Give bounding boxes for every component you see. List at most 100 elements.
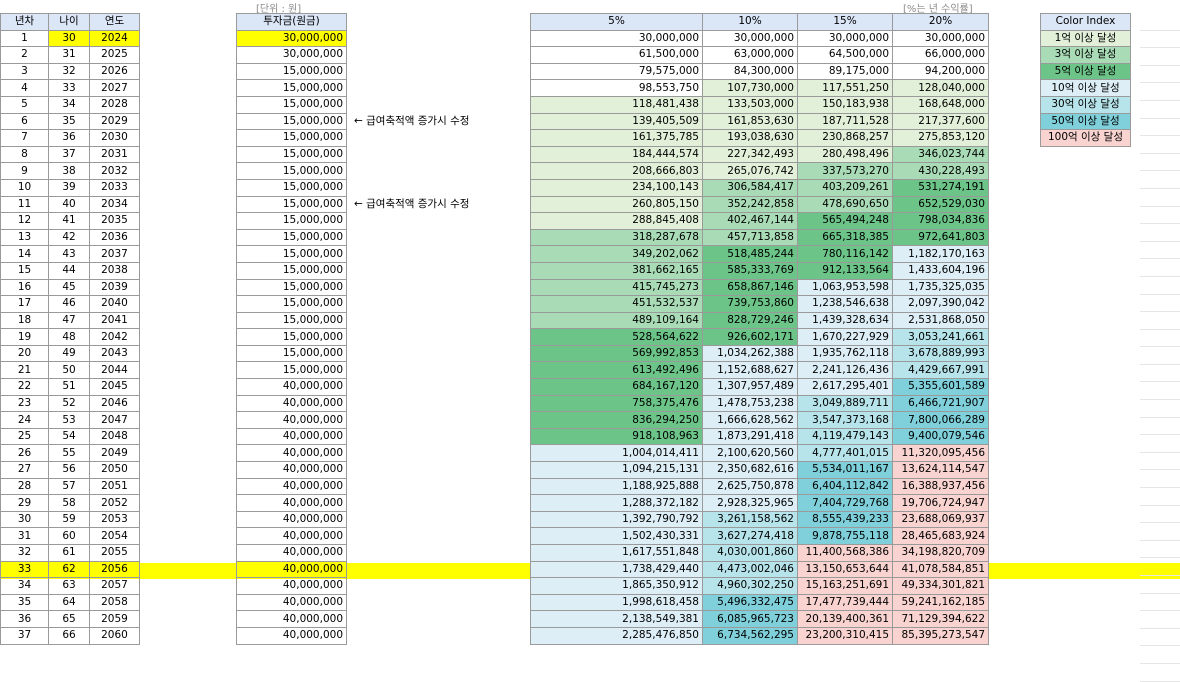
value-20pct-cell[interactable]: 652,529,030	[892, 195, 989, 214]
invest-cell[interactable]: 40,000,000	[236, 577, 347, 595]
value-10pct-cell[interactable]: 3,627,274,418	[702, 527, 798, 545]
value-10pct-cell[interactable]: 352,242,858	[702, 195, 798, 214]
year-cell[interactable]: 2046	[89, 394, 140, 413]
age-cell[interactable]: 58	[48, 494, 90, 512]
value-10pct-cell[interactable]: 1,873,291,418	[702, 427, 798, 446]
invest-cell[interactable]: 40,000,000	[236, 626, 347, 645]
year-no-cell[interactable]: 10	[0, 178, 49, 197]
invest-cell[interactable]: 30,000,000	[236, 46, 347, 64]
year-cell[interactable]: 2051	[89, 477, 140, 496]
value-15pct-cell[interactable]: 1,063,953,598	[797, 278, 893, 297]
year-cell[interactable]: 2057	[89, 577, 140, 595]
year-cell[interactable]: 2037	[89, 245, 140, 263]
value-15pct-cell[interactable]: 4,119,479,143	[797, 427, 893, 446]
age-cell[interactable]: 53	[48, 411, 90, 429]
year-cell[interactable]: 2027	[89, 79, 140, 97]
value-5pct-cell[interactable]: 1,738,429,440	[530, 560, 703, 579]
age-cell[interactable]: 61	[48, 544, 90, 562]
value-20pct-cell[interactable]: 3,678,889,993	[892, 344, 989, 363]
year-no-cell[interactable]: 20	[0, 344, 49, 363]
value-20pct-cell[interactable]: 59,241,162,185	[892, 593, 989, 612]
value-20pct-cell[interactable]: 531,274,191	[892, 178, 989, 197]
value-20pct-cell[interactable]: 71,129,394,622	[892, 610, 989, 628]
year-cell[interactable]: 2054	[89, 527, 140, 545]
value-20pct-cell[interactable]: 11,320,095,456	[892, 444, 989, 463]
invest-cell[interactable]: 40,000,000	[236, 444, 347, 463]
value-20pct-cell[interactable]: 34,198,820,709	[892, 544, 989, 562]
value-5pct-cell[interactable]: 836,294,250	[530, 411, 703, 429]
value-5pct-cell[interactable]: 684,167,120	[530, 378, 703, 396]
age-cell[interactable]: 43	[48, 245, 90, 263]
year-no-cell[interactable]: 11	[0, 195, 49, 214]
value-5pct-cell[interactable]: 30,000,000	[530, 29, 703, 48]
year-no-cell[interactable]: 23	[0, 394, 49, 413]
year-no-cell[interactable]: 2	[0, 46, 49, 64]
header-rate-10[interactable]: 10%	[702, 13, 798, 31]
value-5pct-cell[interactable]: 79,575,000	[530, 62, 703, 81]
year-cell[interactable]: 2031	[89, 145, 140, 164]
invest-cell[interactable]: 15,000,000	[236, 295, 347, 313]
value-10pct-cell[interactable]: 3,261,158,562	[702, 510, 798, 529]
value-15pct-cell[interactable]: 20,139,400,361	[797, 610, 893, 628]
age-cell[interactable]: 33	[48, 79, 90, 97]
age-cell[interactable]: 50	[48, 361, 90, 380]
value-20pct-cell[interactable]: 430,228,493	[892, 162, 989, 180]
invest-cell[interactable]: 15,000,000	[236, 245, 347, 263]
year-no-cell[interactable]: 4	[0, 79, 49, 97]
age-cell[interactable]: 51	[48, 378, 90, 396]
year-no-cell[interactable]: 30	[0, 510, 49, 529]
value-5pct-cell[interactable]: 2,285,476,850	[530, 626, 703, 645]
value-15pct-cell[interactable]: 665,318,385	[797, 228, 893, 247]
invest-cell[interactable]: 15,000,000	[236, 79, 347, 97]
value-10pct-cell[interactable]: 306,584,417	[702, 178, 798, 197]
value-15pct-cell[interactable]: 2,617,295,401	[797, 378, 893, 396]
invest-cell[interactable]: 40,000,000	[236, 610, 347, 628]
year-no-cell[interactable]: 29	[0, 494, 49, 512]
invest-cell[interactable]: 15,000,000	[236, 212, 347, 230]
value-20pct-cell[interactable]: 275,853,120	[892, 129, 989, 147]
value-5pct-cell[interactable]: 451,532,537	[530, 295, 703, 313]
value-10pct-cell[interactable]: 84,300,000	[702, 62, 798, 81]
year-cell[interactable]: 2033	[89, 178, 140, 197]
header-age[interactable]: 나이	[48, 13, 90, 31]
value-20pct-cell[interactable]: 217,377,600	[892, 112, 989, 131]
year-no-cell[interactable]: 32	[0, 544, 49, 562]
year-cell[interactable]: 2036	[89, 228, 140, 247]
value-5pct-cell[interactable]: 349,202,062	[530, 245, 703, 263]
value-10pct-cell[interactable]: 1,666,628,562	[702, 411, 798, 429]
header-year[interactable]: 연도	[89, 13, 140, 31]
value-10pct-cell[interactable]: 30,000,000	[702, 29, 798, 48]
invest-cell[interactable]: 40,000,000	[236, 527, 347, 545]
age-cell[interactable]: 32	[48, 62, 90, 81]
age-cell[interactable]: 57	[48, 477, 90, 496]
value-15pct-cell[interactable]: 4,777,401,015	[797, 444, 893, 463]
value-5pct-cell[interactable]: 161,375,785	[530, 129, 703, 147]
age-cell[interactable]: 36	[48, 129, 90, 147]
age-cell[interactable]: 55	[48, 444, 90, 463]
age-cell[interactable]: 64	[48, 593, 90, 612]
value-20pct-cell[interactable]: 972,641,803	[892, 228, 989, 247]
value-15pct-cell[interactable]: 8,555,439,233	[797, 510, 893, 529]
year-cell[interactable]: 2040	[89, 295, 140, 313]
year-no-cell[interactable]: 17	[0, 295, 49, 313]
value-10pct-cell[interactable]: 1,152,688,627	[702, 361, 798, 380]
value-15pct-cell[interactable]: 1,670,227,929	[797, 328, 893, 346]
invest-cell[interactable]: 15,000,000	[236, 261, 347, 280]
value-20pct-cell[interactable]: 19,706,724,947	[892, 494, 989, 512]
invest-cell[interactable]: 40,000,000	[236, 560, 347, 579]
value-10pct-cell[interactable]: 658,867,146	[702, 278, 798, 297]
value-20pct-cell[interactable]: 346,023,744	[892, 145, 989, 164]
value-10pct-cell[interactable]: 2,100,620,560	[702, 444, 798, 463]
year-cell[interactable]: 2041	[89, 311, 140, 330]
value-5pct-cell[interactable]: 1,188,925,888	[530, 477, 703, 496]
value-20pct-cell[interactable]: 94,200,000	[892, 62, 989, 81]
value-15pct-cell[interactable]: 17,477,739,444	[797, 593, 893, 612]
value-5pct-cell[interactable]: 1,502,430,331	[530, 527, 703, 545]
value-5pct-cell[interactable]: 61,500,000	[530, 46, 703, 64]
age-cell[interactable]: 38	[48, 162, 90, 180]
invest-cell[interactable]: 15,000,000	[236, 178, 347, 197]
value-10pct-cell[interactable]: 4,030,001,860	[702, 544, 798, 562]
year-no-cell[interactable]: 7	[0, 129, 49, 147]
year-cell[interactable]: 2056	[89, 560, 140, 579]
value-10pct-cell[interactable]: 193,038,630	[702, 129, 798, 147]
